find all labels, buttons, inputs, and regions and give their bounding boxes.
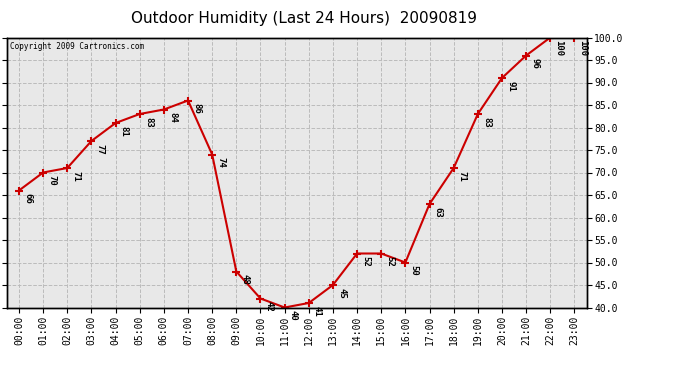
Text: 100: 100	[579, 40, 588, 56]
Text: 42: 42	[265, 301, 274, 312]
Text: 100: 100	[555, 40, 564, 56]
Text: 40: 40	[289, 310, 298, 321]
Text: 96: 96	[531, 58, 540, 69]
Text: 66: 66	[23, 193, 32, 204]
Text: 41: 41	[313, 306, 322, 316]
Text: 52: 52	[386, 256, 395, 267]
Text: 63: 63	[434, 207, 443, 218]
Text: 71: 71	[458, 171, 467, 182]
Text: 52: 52	[362, 256, 371, 267]
Text: 74: 74	[217, 157, 226, 168]
Text: 50: 50	[410, 265, 419, 276]
Text: Copyright 2009 Cartronics.com: Copyright 2009 Cartronics.com	[10, 42, 144, 51]
Text: 48: 48	[241, 274, 250, 285]
Text: 45: 45	[337, 288, 346, 298]
Text: 91: 91	[506, 81, 515, 92]
Text: 83: 83	[482, 117, 491, 128]
Text: 70: 70	[48, 175, 57, 186]
Text: 86: 86	[193, 103, 201, 114]
Text: Outdoor Humidity (Last 24 Hours)  20090819: Outdoor Humidity (Last 24 Hours) 2009081…	[130, 11, 477, 26]
Text: 81: 81	[120, 126, 129, 136]
Text: 77: 77	[96, 144, 105, 154]
Text: 71: 71	[72, 171, 81, 182]
Text: 84: 84	[168, 112, 177, 123]
Text: 83: 83	[144, 117, 153, 128]
